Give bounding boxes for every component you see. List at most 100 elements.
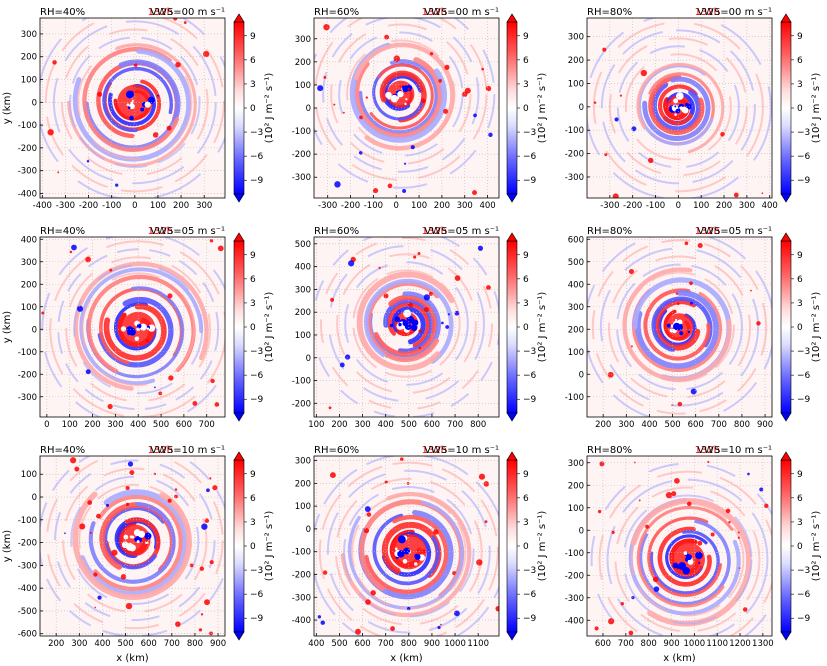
core-cell: [681, 106, 687, 113]
x-tick-label: -200: [623, 201, 642, 211]
y-tick-label: 0: [306, 525, 311, 535]
core-cell: [676, 566, 680, 569]
convective-cell: [69, 250, 73, 254]
outer-band: [606, 478, 769, 636]
spiral-band: [653, 298, 701, 351]
y-tick-label: -400: [18, 584, 37, 594]
core-cell: [144, 101, 151, 108]
core-cell: [126, 103, 130, 107]
convective-cell: [728, 521, 731, 524]
colorbar-min-arrow: [233, 412, 245, 422]
convective-cell: [402, 188, 407, 193]
convective-cell: [167, 498, 172, 503]
x-tick-label: 0: [394, 201, 399, 211]
colorbar-tick-label: 3: [250, 299, 256, 309]
colorbar-min-arrow: [233, 193, 245, 203]
colorbar: [506, 21, 518, 195]
colorbar-label: (10² J m⁻² s⁻¹): [537, 511, 548, 582]
y-tick-label: -400: [292, 616, 311, 626]
convective-cell: [323, 23, 330, 31]
colorbar-tick-label: 6: [523, 275, 529, 285]
y-tick-label: -400: [565, 616, 584, 626]
x-tick-label: 500: [401, 420, 417, 430]
core-cell: [403, 309, 412, 318]
convective-cell: [97, 91, 103, 97]
convective-cell: [602, 47, 607, 52]
convective-cell: [76, 305, 84, 312]
colorbar-label: (10² J m⁻² s⁻¹): [264, 511, 275, 582]
core-cell: [405, 98, 408, 101]
convective-cell: [317, 615, 322, 619]
colorbar-tick-label: −6: [250, 371, 264, 381]
x-tick-label: -100: [364, 201, 383, 211]
x-tick-label: 400: [479, 201, 495, 211]
colorbar-tick-label: −9: [250, 395, 264, 405]
outer-band: [344, 261, 469, 386]
convective-cell: [133, 63, 138, 68]
spiral-band: [665, 534, 708, 580]
x-tick-label: 600: [354, 639, 370, 649]
x-axis-label: x (km): [116, 653, 149, 664]
convective-cell: [204, 599, 210, 606]
convective-cell: [348, 260, 355, 267]
axes-frame: [586, 17, 773, 199]
x-tick-label: 700: [164, 639, 180, 649]
x-tick-label: 600: [424, 420, 440, 430]
time-label: 132h: [695, 7, 720, 18]
core-cell: [396, 96, 400, 100]
rh-label: RH=60%: [314, 445, 359, 456]
outer-band: [607, 255, 752, 399]
rh-label: RH=80%: [587, 226, 632, 237]
colorbar-max-arrow: [506, 451, 518, 461]
core-cell: [414, 554, 421, 560]
core-cell: [687, 330, 691, 334]
convective-cell: [628, 268, 635, 275]
core-cell: [674, 113, 677, 116]
convective-cell: [389, 323, 394, 328]
y-tick-label: -200: [292, 570, 311, 580]
vws-label: VWS=00 m s⁻¹: [150, 7, 225, 18]
colorbar-tick-label: 3: [523, 299, 529, 309]
panel-2: -300 -200 -100 0 100 200 300 400 -300 -200 -100 0 10…: [292, 7, 548, 211]
colorbar-tick-label: −3: [250, 566, 263, 576]
core-cell: [127, 106, 131, 110]
core-cell: [672, 562, 679, 569]
y-tick-label: -300: [18, 393, 37, 403]
convective-cell: [737, 536, 741, 539]
y-tick-label: 400: [295, 263, 311, 273]
y-tick-label: -400: [18, 189, 37, 199]
convective-cell: [686, 501, 692, 507]
colorbar-tick-label: 6: [523, 56, 529, 66]
vws-label: VWS=05 m s⁻¹: [150, 226, 225, 237]
y-tick-label: 200: [568, 481, 584, 491]
colorbar-tick-label: −3: [523, 347, 536, 357]
colorbar-min-arrow: [506, 193, 518, 203]
colorbar-min-arrow: [780, 412, 792, 422]
vws-label: VWS=05 m s⁻¹: [697, 226, 772, 237]
convective-cell: [52, 60, 57, 65]
colorbar-tick-label: 9: [250, 251, 256, 261]
convective-cell: [399, 457, 404, 461]
convective-cell: [671, 491, 677, 497]
convective-cell: [488, 132, 493, 137]
colorbar-max-arrow: [506, 13, 518, 23]
spiral-band: [103, 303, 167, 361]
convective-cell: [145, 339, 150, 343]
convective-cell: [628, 630, 634, 636]
convective-cell: [365, 96, 368, 99]
core-cell: [675, 318, 678, 322]
panel-5: 100 200 300 400 500 600 700 800 -200 -100 0 100 200 3…: [292, 226, 548, 430]
core-cell: [411, 324, 418, 332]
convective-cell: [406, 481, 410, 485]
y-tick-label: -300: [18, 561, 37, 571]
convective-cell: [423, 307, 429, 313]
y-tick-label: 100: [21, 470, 37, 480]
colorbar-tick-label: −6: [250, 152, 264, 162]
outer-band: [591, 239, 768, 415]
convective-cell: [410, 145, 415, 150]
y-tick-label: -500: [18, 607, 37, 617]
colorbar-tick-label: −3: [250, 128, 263, 138]
convective-cell: [648, 157, 654, 164]
convective-cell: [366, 512, 372, 517]
outer-band: [630, 502, 745, 617]
